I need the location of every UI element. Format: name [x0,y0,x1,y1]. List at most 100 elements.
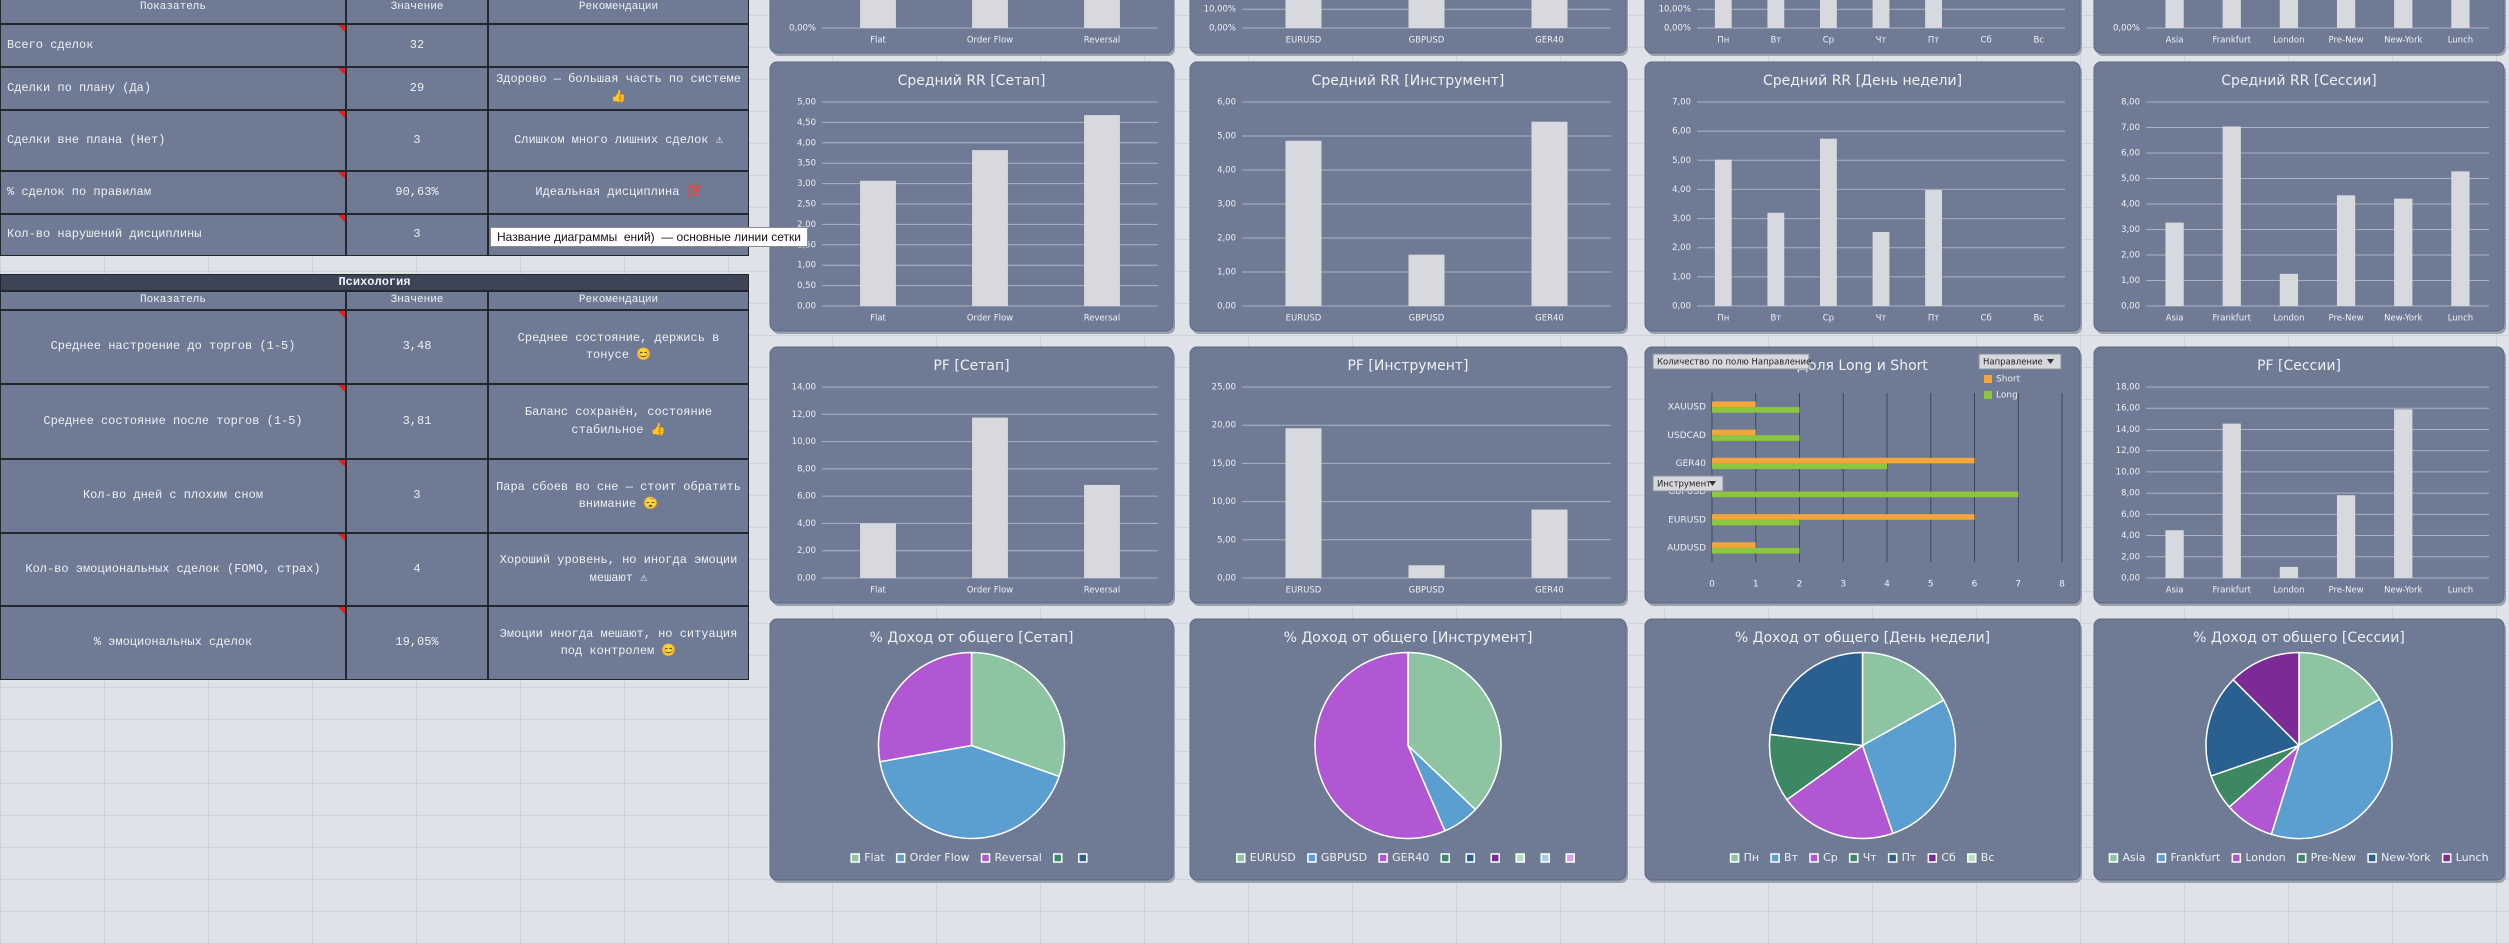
y-tick-label: 18,00 [2116,383,2140,393]
bar [972,150,1008,306]
x-tick-label: Пт [1928,36,1939,46]
bar [1285,140,1322,306]
x-tick-label: Lunch [2448,586,2473,596]
table-cell: 3 [346,214,488,256]
bar [1712,514,1975,520]
legend-label: Frankfurt [2171,851,2221,864]
y-tick-label: 0,00% [1209,24,1236,34]
x-tick-label: Pre-New [2329,586,2364,596]
legend-marker [2367,853,2377,863]
bar [1767,212,1785,306]
bar [1712,401,1756,408]
y-tick-label: 5,00 [2121,174,2140,184]
table-cell: Всего сделок [0,24,346,67]
table-cell: Кол-во дней с плохим сном [0,459,346,533]
comment-marker [338,607,345,614]
bar [1712,491,2019,498]
bar [1712,407,1800,413]
y-tick-label: 3,00 [1217,200,1236,210]
y-tick-label: 5,00 [1672,156,1691,166]
table-cell: 32 [346,24,488,67]
bar [2394,198,2413,306]
column-header: Значение [346,291,488,310]
bar [2279,566,2299,578]
bar [1712,429,1756,436]
legend-marker [850,853,860,863]
bar [1531,0,1568,28]
y-tick-label: 10,00 [2116,467,2140,477]
bar [2451,171,2470,306]
table-cell: % сделок по правилам [0,171,346,214]
legend: Пн Вт Ср Чт Пт Сб Вс [1729,851,1994,864]
bar [1712,463,1887,470]
legend-marker [1770,853,1780,863]
pie-slice [877,651,973,763]
chart-title: % Доход от общего [Сессии] [2193,630,2405,646]
y-tick-label: 2,00 [2121,251,2140,261]
y-tick-label: EURUSD [1668,515,1706,525]
x-tick-label: Asia [2166,36,2184,46]
bar [1925,190,1942,306]
table-cell: Сделки по плану (Да) [0,67,346,110]
y-tick-label: 6,00 [2121,149,2140,159]
y-tick-label: 10,00 [792,437,816,447]
bar [2279,0,2299,28]
table-cell: Идеальная дисциплина 💯 [488,171,749,214]
x-tick-label: Сб [1981,36,1992,46]
legend-marker [1848,853,1859,863]
x-tick-label: Flat [870,36,886,46]
comment-marker [338,460,345,467]
table-cell: Кол-во эмоциональных сделок (FOMO, страх… [0,533,346,606]
x-tick-label: Asia [2166,314,2184,324]
y-tick-label: 5,00 [797,98,816,108]
y-tick-label: 8,00 [2121,489,2140,499]
bar [972,0,1008,28]
x-tick-label: EURUSD [1286,586,1322,596]
pivot-button-label: Количество по полю Направление [1657,358,1811,368]
x-tick-label: London [2273,36,2304,46]
legend-label: Сб [1941,851,1956,864]
legend-marker [1967,853,1977,863]
y-tick-label: 7,00 [2121,123,2140,133]
y-tick-label: 3,00 [797,179,816,189]
legend-label: Чт [1863,851,1878,864]
bar [1712,435,1800,441]
bar [1714,159,1732,306]
comment-marker [338,68,345,75]
x-tick-label: GBPUSD [1409,36,1445,46]
x-tick-label: 6 [1972,580,1978,590]
panel [2093,346,2505,604]
column-header: Значение [346,0,488,24]
bar [2451,0,2470,28]
legend-label: Ср [1823,851,1838,864]
table-cell: 3 [346,110,488,171]
y-tick-label: 0,00 [2121,302,2140,312]
legend-marker [1515,853,1525,863]
bar [2165,0,2184,28]
legend-marker [2296,853,2307,863]
y-tick-label: 4,50 [797,118,816,128]
y-tick-label: 1,00 [2121,276,2140,286]
pie-slice [2298,651,2381,747]
bar [2394,409,2413,578]
table-cell: Кол-во нарушений дисциплины [0,214,346,256]
y-tick-label: 14,00 [792,383,816,393]
comment-marker [338,215,345,222]
y-tick-label: 0,00 [1217,574,1236,584]
x-tick-label: 5 [1928,580,1934,590]
table-cell: Эмоции иногда мешают, но ситуация под ко… [488,606,749,680]
x-tick-label: Ср [1823,314,1834,324]
legend-label: Long [1996,391,2018,401]
x-tick-label: Пт [1928,314,1939,324]
legend-label: Flat [864,851,885,864]
legend-marker [895,853,906,863]
chart-title: Средний RR [Сессии] [2221,73,2377,89]
bar [1531,121,1568,306]
x-tick-label: 0 [1709,580,1715,590]
x-tick-label: Flat [870,314,886,324]
bar [1872,0,1890,28]
column-header: Рекомендации [488,0,749,24]
bar [1084,484,1120,578]
chart-title: % Доход от общего [День недели] [1735,630,1990,646]
